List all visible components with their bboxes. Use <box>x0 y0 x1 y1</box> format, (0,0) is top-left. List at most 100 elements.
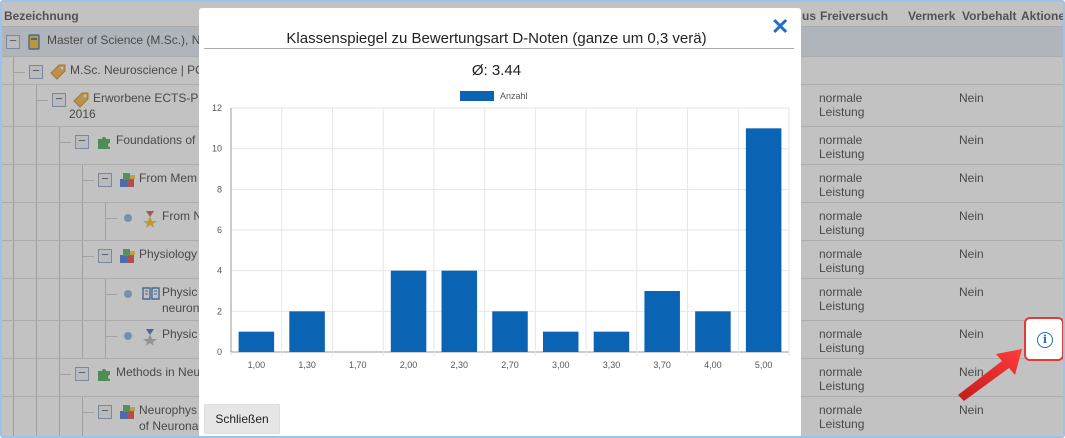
status-line: normale <box>819 133 863 147</box>
collapse-toggle-icon[interactable]: − <box>98 404 112 419</box>
title-divider <box>204 48 794 49</box>
tree-line <box>105 294 117 295</box>
column-header-status[interactable]: us <box>802 9 817 23</box>
tree-line <box>36 85 37 127</box>
tree-line <box>36 127 37 165</box>
row-label[interactable]: Physic <box>162 327 198 341</box>
x-tick-label: 1,70 <box>349 360 367 370</box>
dialog-footer: Schließen <box>199 404 801 436</box>
row-label[interactable]: From Mem <box>139 171 197 185</box>
blocks-icon <box>119 404 135 419</box>
column-header-vorbehalt[interactable]: Vorbehalt <box>962 9 1017 23</box>
tree-line <box>36 241 37 279</box>
x-tick-label: 3,30 <box>603 360 621 370</box>
column-header-aktionen[interactable]: Aktione <box>1021 9 1065 23</box>
tree-line <box>82 321 83 359</box>
row-label[interactable]: Physic <box>162 285 198 299</box>
bar <box>390 270 427 352</box>
tree-line <box>13 203 14 241</box>
puzzle-icon <box>96 366 110 381</box>
bar <box>644 291 680 352</box>
tag-icon <box>73 92 89 108</box>
tree-line <box>13 72 25 73</box>
vorbehalt-cell: Nein <box>959 209 984 223</box>
tree-line <box>13 241 14 279</box>
collapse-toggle-icon[interactable]: − <box>98 172 112 187</box>
tree-line <box>13 165 14 203</box>
x-tick-label: 3,00 <box>552 360 570 370</box>
bar <box>542 331 579 352</box>
tree-line <box>105 336 117 337</box>
y-tick-label: 8 <box>217 184 222 194</box>
vorbehalt-cell: Nein <box>959 247 984 261</box>
tree-line <box>105 321 106 359</box>
book-icon <box>142 286 160 300</box>
column-header-vermerk[interactable]: Vermerk <box>908 9 956 23</box>
bar <box>238 331 275 352</box>
status-cell: normale Leistung <box>819 133 864 161</box>
vorbehalt-cell: Nein <box>959 285 984 299</box>
collapse-toggle-icon[interactable]: − <box>98 248 112 263</box>
column-header-bezeichnung[interactable]: Bezeichnung <box>4 9 79 23</box>
tree-line <box>36 321 37 359</box>
x-tick-label: 2,70 <box>501 360 519 370</box>
close-icon[interactable]: ✕ <box>771 14 790 39</box>
status-line: Leistung <box>819 261 865 275</box>
row-label[interactable]: Master of Science (M.Sc.), N <box>47 33 201 47</box>
collapse-toggle-icon[interactable]: − <box>75 134 89 149</box>
y-tick-label: 10 <box>212 144 222 154</box>
bar <box>289 311 325 352</box>
row-label[interactable]: Foundations of <box>116 133 196 147</box>
medal-icon <box>142 210 157 228</box>
tree-line <box>82 412 94 413</box>
vorbehalt-cell: Nein <box>959 365 984 379</box>
row-label[interactable]: Methods in Neu <box>116 365 201 379</box>
dialog-title: Klassenspiegel zu Bewertungsart D-Noten … <box>286 30 707 47</box>
column-header-freiversuch[interactable]: Freiversuch <box>820 9 889 23</box>
tree-line <box>105 218 117 219</box>
status-cell: normale Leistung <box>819 91 864 119</box>
collapse-toggle-icon[interactable]: − <box>29 64 43 79</box>
row-label[interactable]: Neurophys <box>139 403 198 417</box>
status-line: normale <box>819 285 863 299</box>
row-label[interactable]: Physiology <box>139 247 198 261</box>
legend-swatch <box>460 91 494 101</box>
close-dialog-button[interactable]: Schließen <box>204 404 280 434</box>
y-tick-label: 6 <box>217 225 222 235</box>
status-cell: normale Leistung <box>819 327 864 355</box>
info-icon: i <box>1037 332 1053 348</box>
tree-line <box>59 359 60 397</box>
tree-line <box>59 165 60 203</box>
status-line: normale <box>819 403 863 417</box>
tree-leaf-dot-icon <box>124 332 132 340</box>
collapse-toggle-icon[interactable]: − <box>75 366 89 381</box>
vorbehalt-cell: Nein <box>959 133 984 147</box>
row-label[interactable]: Erworbene ECTS-P <box>93 91 199 105</box>
collapse-toggle-icon[interactable]: − <box>52 92 66 107</box>
status-cell: normale Leistung <box>819 209 864 237</box>
status-line: normale <box>819 171 863 185</box>
info-button[interactable]: i <box>1024 317 1063 361</box>
grade-bar-chart: 0 2 4 6 8 10 12 1,00 1,30 1,70 2,00 2,30 2,70 3,00 3,3… <box>212 91 790 370</box>
tree-line <box>36 359 37 397</box>
legend-label: Anzahl <box>500 91 528 101</box>
tree-line <box>59 321 60 359</box>
row-label[interactable]: From N <box>162 209 202 223</box>
x-tick-label: 1,30 <box>298 360 316 370</box>
tree-line <box>13 127 14 165</box>
x-tick-label: 3,70 <box>653 360 671 370</box>
tree-leaf-dot-icon <box>124 214 132 222</box>
status-line: Leistung <box>819 341 865 355</box>
annotation-arrow-icon <box>958 349 1022 401</box>
status-line: Leistung <box>819 185 865 199</box>
y-tick-label: 4 <box>217 266 222 276</box>
status-cell: normale Leistung <box>819 403 864 431</box>
y-tick-label: 0 <box>217 347 222 357</box>
row-label[interactable]: M.Sc. Neuroscience | PC <box>70 63 204 77</box>
puzzle-icon <box>96 134 110 149</box>
tree-line <box>82 241 83 279</box>
x-tick-label: 4,00 <box>704 360 722 370</box>
collapse-toggle-icon[interactable]: − <box>6 34 20 49</box>
tree-line <box>82 165 83 203</box>
tree-line <box>36 203 37 241</box>
